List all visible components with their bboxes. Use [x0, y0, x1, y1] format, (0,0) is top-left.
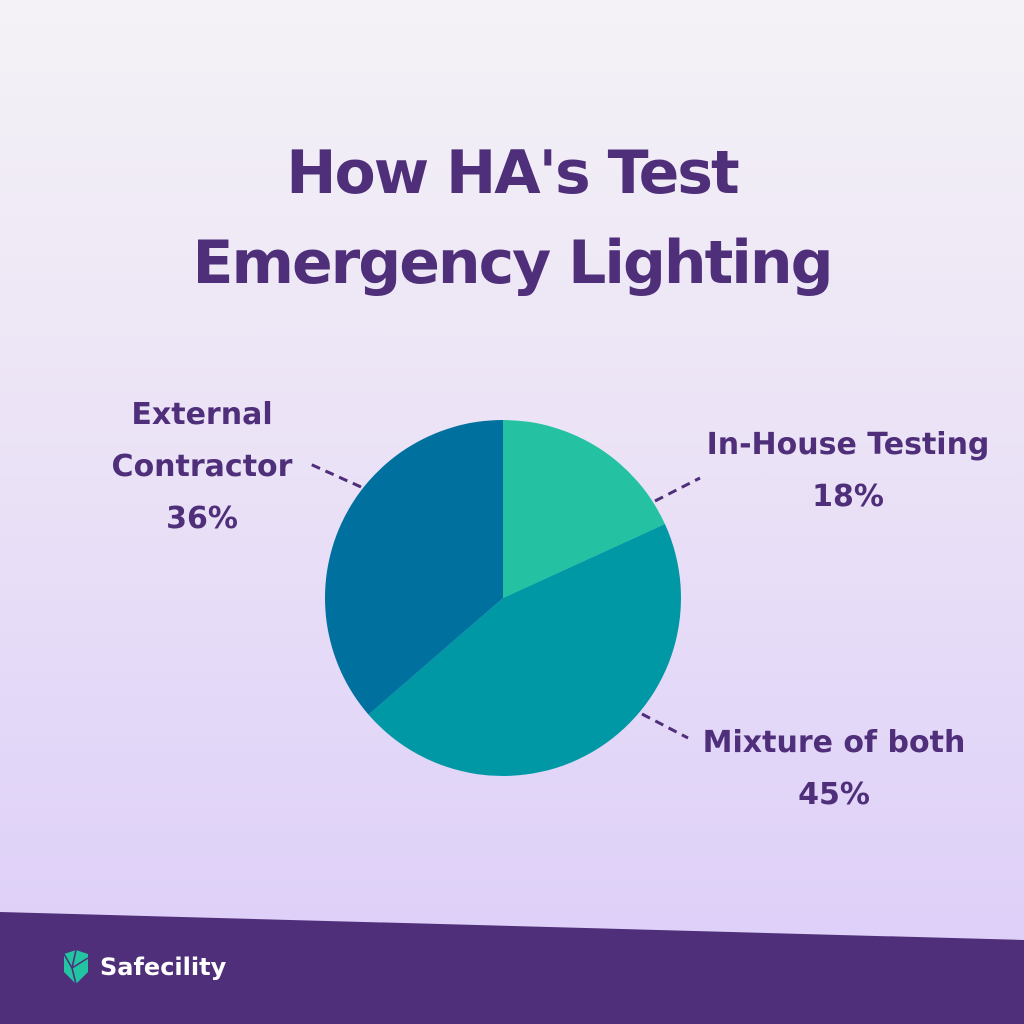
slice-category-label-2: Mixture of both [703, 725, 966, 760]
chart-title-line-1: How HA's Test [286, 138, 739, 208]
slice-category-label-3: Contractor [112, 449, 293, 484]
pie-slice-3 [325, 420, 503, 715]
leader-line-3 [309, 462, 362, 489]
chart-title-line-2: Emergency Lighting [192, 228, 833, 298]
slice-category-label-3: External [131, 397, 272, 432]
slice-value-label-2: 45% [798, 777, 870, 812]
slice-value-label-1: 18% [812, 479, 884, 514]
leader-line-2 [641, 712, 689, 740]
shield-facet-icon [63, 950, 89, 984]
leader-line-1 [654, 476, 701, 503]
brand-name: Safecility [100, 953, 227, 981]
pie-slice-2 [368, 524, 681, 776]
pie-slice-1 [503, 420, 665, 598]
slice-value-label-3: 36% [166, 501, 238, 536]
slice-category-label-1: In-House Testing [707, 427, 990, 462]
chart-title: How HA's Test Emergency Lighting [0, 128, 1024, 308]
